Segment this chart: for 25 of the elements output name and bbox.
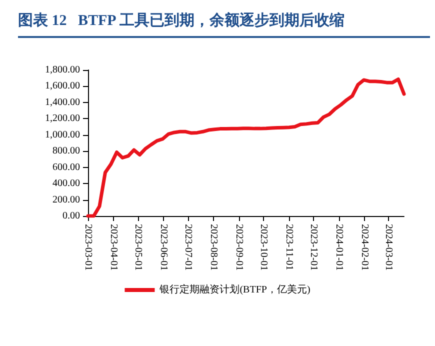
x-tick-label: 2023-05-01 [132, 224, 144, 271]
x-tick-label: 2024-01-01 [334, 224, 345, 271]
x-tick-label: 2023-10-01 [258, 224, 270, 271]
y-tick-label: 200.00 [52, 194, 80, 206]
x-tick-label: 2023-07-01 [182, 224, 194, 271]
x-tick-label: 2023-09-01 [234, 224, 245, 271]
x-tick-label: 2024-03-01 [382, 224, 394, 271]
y-tick-label: 1,200.00 [45, 113, 80, 124]
y-tick-label: 800.00 [52, 146, 80, 157]
x-tick-label: 2023-06-01 [158, 224, 170, 271]
y-tick-label: 400.00 [52, 178, 80, 190]
x-tick-label: 2023-04-01 [108, 224, 119, 271]
x-tick-label: 2023-11-01 [284, 224, 295, 270]
chart-title: 图表 12 BTFP 工具已到期，余额逐步到期后收缩 [18, 6, 430, 38]
x-tick-label: 2023-03-01 [82, 224, 94, 271]
y-tick-label: 1,000.00 [45, 129, 80, 140]
y-tick-label: 1,600.00 [45, 80, 80, 92]
legend-label: 银行定期融资计划(BTFP，亿美元) [158, 284, 310, 296]
y-tick-label: 0.00 [62, 210, 80, 222]
x-tick-label: 2024-02-01 [359, 224, 370, 271]
y-tick-label: 600.00 [52, 162, 80, 173]
x-tick-label: 2023-12-01 [308, 224, 320, 271]
y-tick-label: 1,800.00 [45, 64, 80, 76]
x-tick-label: 2023-08-01 [208, 224, 220, 271]
y-tick-label: 1,400.00 [45, 96, 80, 108]
